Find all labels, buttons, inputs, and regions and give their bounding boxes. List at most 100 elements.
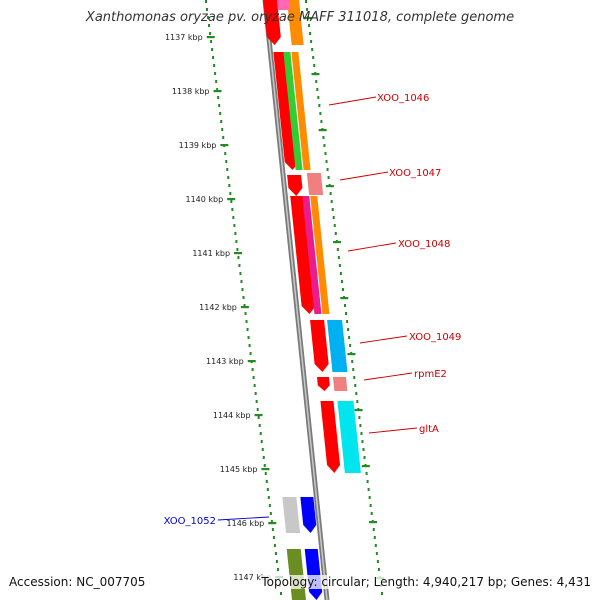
left-track-dot [219, 112, 222, 115]
left-track-dot [229, 192, 232, 195]
map-title: Xanthomonas oryzae pv. oryzae MAFF 31101… [85, 10, 515, 25]
right-tick [354, 409, 363, 412]
gene-label[interactable]: XOO_1047 [389, 168, 441, 179]
left-track-dot [270, 520, 273, 523]
right-tick [361, 465, 370, 468]
gene-arrow [320, 401, 341, 473]
gene-layer [263, 0, 361, 600]
right-tick [311, 73, 320, 76]
left-track-dot [221, 128, 224, 131]
right-track-dot [352, 368, 355, 371]
right-track-dot [305, 0, 307, 3]
kbp-tick [240, 306, 249, 309]
right-tick [333, 241, 342, 244]
right-track-dot [367, 488, 370, 491]
left-track-dot [222, 136, 225, 139]
right-track-dot [365, 472, 368, 475]
left-track-dot [242, 296, 245, 299]
right-track-dot [331, 208, 334, 211]
right-track-dot [353, 376, 356, 379]
feature-bar [306, 173, 324, 195]
left-track-dot [267, 496, 270, 499]
left-track-dot [220, 120, 223, 123]
gene-label[interactable]: XOO_1046 [377, 93, 429, 104]
kbp-tick [247, 360, 256, 363]
right-track-dot [337, 256, 340, 259]
right-tick [368, 521, 377, 524]
left-track-dot [253, 384, 256, 387]
kbp-tick [261, 468, 270, 471]
right-track-dot [339, 272, 342, 275]
left-track-dot [264, 472, 267, 475]
right-track-dot [315, 80, 318, 83]
left-track-dot [271, 528, 274, 531]
label-connector [217, 516, 270, 521]
left-track-dot [215, 80, 218, 83]
right-track-dot [333, 224, 336, 227]
left-track-dot [226, 168, 229, 171]
right-track-dot [355, 392, 358, 395]
left-track-dot [205, 0, 207, 3]
gene-label[interactable]: XOO_1048 [398, 239, 450, 250]
right-track-dot [376, 560, 379, 563]
gene-label[interactable]: gltA [419, 424, 439, 435]
left-track-dot [256, 408, 259, 411]
kbp-label: 1143 kbp [206, 357, 244, 366]
right-track-dot [359, 424, 362, 427]
right-tick [325, 185, 334, 188]
right-track-dot [338, 264, 341, 267]
left-track-dot [266, 488, 269, 491]
right-track-dot [325, 160, 328, 163]
left-track-dot [273, 544, 276, 547]
left-track-dot [272, 536, 275, 539]
left-track-dot [230, 200, 233, 203]
left-track-dot [224, 152, 227, 155]
right-track-dot [341, 288, 344, 291]
left-track-dot [235, 240, 238, 243]
right-track-dot [326, 168, 329, 171]
kbp-label: 1140 kbp [186, 195, 224, 204]
gene-label[interactable]: rpmE2 [414, 369, 447, 380]
right-track-dot [345, 312, 348, 315]
right-track-dot [336, 248, 339, 251]
right-track-dot [348, 336, 351, 339]
right-track-dot [351, 360, 354, 363]
tick-layer: 1137 kbp 1138 kbp 1139 kbp 1140 kbp 1141 kbp… [165, 0, 385, 595]
left-track-dot [249, 352, 252, 355]
gene-label[interactable]: XOO_1052 [164, 516, 216, 527]
kbp-tick [213, 90, 222, 93]
right-track-dot [344, 304, 347, 307]
right-track-dot [340, 280, 343, 283]
right-track-dot [310, 40, 313, 43]
feature-bar [291, 52, 311, 170]
right-tick [347, 353, 356, 356]
label-connector [339, 171, 389, 181]
kbp-tick [227, 198, 236, 201]
left-track-dot [241, 288, 244, 291]
right-track-dot [306, 8, 309, 11]
feature-bar [277, 0, 291, 10]
kbp-label: 1144 kbp [213, 411, 251, 420]
left-track-dot [259, 432, 262, 435]
left-track-dot [279, 592, 282, 595]
feature-bar [327, 320, 348, 372]
kbp-label: 1141 kbp [192, 249, 230, 258]
left-track-dot [265, 480, 268, 483]
left-track-dot [276, 568, 279, 571]
gene-arrow [273, 52, 299, 170]
right-track-dot [363, 456, 366, 459]
right-track-dot [318, 104, 321, 107]
left-track-dot [268, 504, 271, 507]
right-tick [304, 17, 313, 20]
left-track-dot [251, 368, 254, 371]
right-track-dot [320, 120, 323, 123]
label-connector [363, 372, 413, 381]
gene-label[interactable]: XOO_1049 [409, 332, 461, 343]
kbp-tick [220, 144, 229, 147]
left-track-dot [246, 328, 249, 331]
kbp-label: 1142 kbp [199, 303, 237, 312]
left-track-dot [233, 224, 236, 227]
left-track-dot [227, 176, 230, 179]
right-track-dot [380, 592, 383, 595]
